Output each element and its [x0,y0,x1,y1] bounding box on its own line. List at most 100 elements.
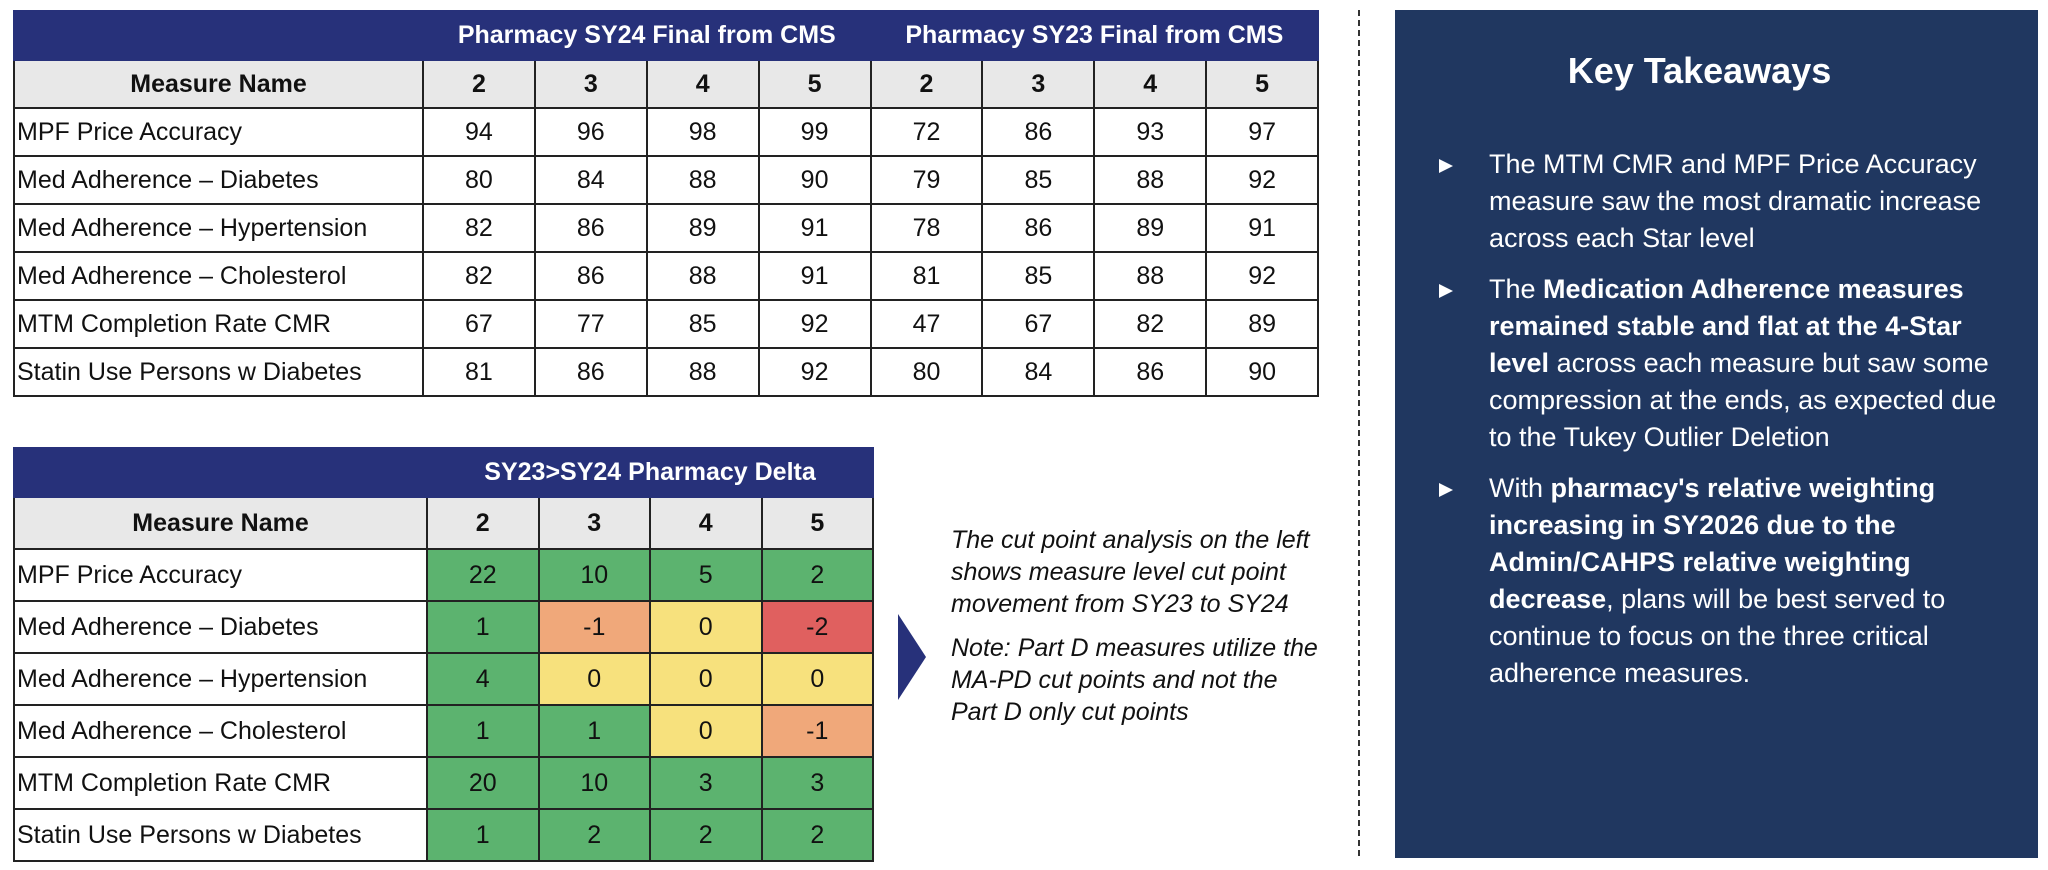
cell: 88 [645,347,760,397]
cell: 86 [981,107,1096,157]
takeaway-text: across each measure but saw some compres… [1489,348,1997,452]
cell: 99 [757,107,872,157]
column-header: 3 [533,59,648,109]
cell: 94 [422,107,536,157]
cell: 96 [533,107,648,157]
cell: 90 [757,155,872,205]
column-header-row: Measure Name 2 3 4 5 2 3 4 5 [13,59,1320,109]
cell: 88 [645,155,760,205]
delta-cell: 10 [537,548,651,602]
cell: 81 [422,347,536,397]
column-header: 2 [426,496,540,550]
column-header: 2 [869,59,984,109]
delta-cell: 3 [760,756,875,810]
table-row: Med Adherence – Diabetes 80 84 88 90 79 85 88 92 [13,155,1320,205]
delta-cell: -2 [760,600,875,654]
delta-cell: 4 [426,652,540,706]
cell: 67 [981,299,1096,349]
cell: 92 [1205,251,1320,301]
takeaway-bullet: The MTM CMR and MPF Price Accuracy measu… [1395,146,2004,257]
column-header: 3 [537,496,651,550]
delta-cell: 1 [426,704,540,758]
delta-cell: 0 [649,652,763,706]
cell: 72 [869,107,984,157]
cell: 97 [1205,107,1320,157]
cell: 84 [981,347,1096,397]
measure-name: Med Adherence – Hypertension [13,652,428,706]
cell: 82 [422,203,536,253]
divider [1358,10,1360,856]
arrow [898,614,926,700]
delta-cell: 0 [760,652,875,706]
table-row: Med Adherence – Hypertension 82 86 89 91 78 86… [13,203,1320,253]
cell: 98 [645,107,760,157]
column-header: 4 [649,496,763,550]
takeaway-text: The MTM CMR and MPF Price Accuracy measu… [1489,149,1982,253]
takeaway-text: The [1489,274,1544,304]
column-header-row: Measure Name 2 3 4 5 [13,496,875,550]
table-row: Med Adherence – Diabetes 1 -1 0 -2 [13,600,875,654]
takeaways-title: Key Takeaways [1567,50,1832,91]
takeaway-text: , plans will be best served to continue … [1489,584,1946,688]
cell: 86 [533,347,648,397]
delta-cell: 2 [760,548,875,602]
group-header: SY23>SY24 Pharmacy Delta [425,447,875,498]
measure-name: MPF Price Accuracy [13,107,424,157]
delta-cell: 20 [426,756,540,810]
measure-name: Med Adherence – Diabetes [13,600,428,654]
delta-cell: 0 [649,600,763,654]
cell: 86 [533,203,648,253]
cell: 78 [869,203,984,253]
cell: 88 [1093,155,1208,205]
measure-name: Med Adherence – Cholesterol [13,704,428,758]
group-header: Pharmacy SY23 Final from CMS [869,10,1320,61]
cell: 77 [533,299,648,349]
key-takeaways: Key Takeaways The MTM CMR and MPF Price … [1395,10,2038,858]
pharmacy-table: Pharmacy SY24 Final from CMS Pharmacy SY2… [13,10,1320,397]
delta-cell: 2 [760,808,875,862]
cell: 82 [1093,299,1208,349]
cell: 85 [645,299,760,349]
cell: 92 [757,347,872,397]
cell: 67 [422,299,536,349]
takeaway-text: Medication Adherence measures remained s… [1489,274,1964,378]
measure-name: Med Adherence – Diabetes [13,155,424,205]
cell: 89 [1093,203,1208,253]
column-header: Measure Name [13,496,428,550]
measure-name: MPF Price Accuracy [13,548,428,602]
note: The cut point analysis on the left shows… [951,524,1326,740]
delta-cell: 2 [537,808,651,862]
column-header: 4 [645,59,760,109]
delta-cell: 10 [537,756,651,810]
column-header: Measure Name [13,59,424,109]
delta-cell: 1 [537,704,651,758]
cell: 90 [1205,347,1320,397]
cell: 47 [869,299,984,349]
table-row: MTM Completion Rate CMR 67 77 85 92 47 67 82 89 [13,299,1320,349]
cell: 80 [422,155,536,205]
cell: 92 [1205,155,1320,205]
cell: 88 [1093,251,1208,301]
cell: 92 [757,299,872,349]
cell: 89 [1205,299,1320,349]
cell: 86 [981,203,1096,253]
cell: 85 [981,155,1096,205]
table-row: Statin Use Persons w Diabetes 81 86 88 92 80 8… [13,347,1320,397]
delta-cell: -1 [537,600,651,654]
takeaway-text: With [1489,473,1551,503]
delta-cell: -1 [760,704,875,758]
takeaway-text: pharmacy's relative weighting increasing… [1489,473,1936,614]
delta-table: SY23>SY24 Pharmacy Delta Measure Name 2 3 4 5… [13,447,875,862]
delta-cell: 2 [649,808,763,862]
cell: 91 [757,251,872,301]
cell: 80 [869,347,984,397]
column-header: 5 [757,59,872,109]
group-header-row: SY23>SY24 Pharmacy Delta [13,447,875,498]
takeaways-list: The MTM CMR and MPF Price Accuracy measu… [1395,146,2004,692]
takeaway-bullet: The Medication Adherence measures remain… [1395,271,2004,456]
cell: 79 [869,155,984,205]
measure-name: MTM Completion Rate CMR [13,756,428,810]
cell: 86 [1093,347,1208,397]
delta-cell: 3 [649,756,763,810]
